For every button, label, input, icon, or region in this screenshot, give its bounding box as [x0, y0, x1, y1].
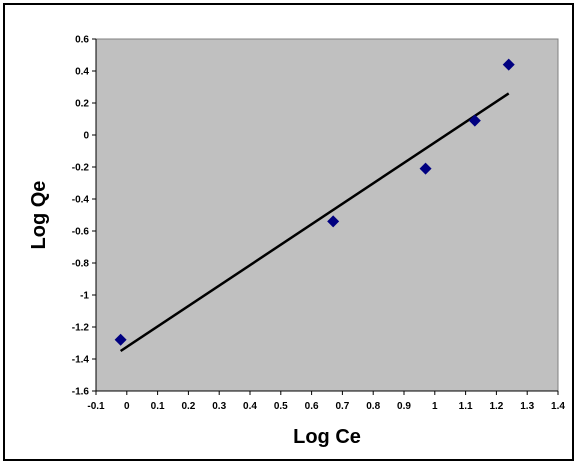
x-axis-title: Log Ce: [293, 426, 361, 448]
y-tick-label: -1.2: [72, 323, 90, 334]
y-tick-label: 0: [83, 131, 89, 142]
x-tick-label: 0.9: [397, 401, 411, 412]
x-tick-label: 1.4: [551, 401, 565, 412]
y-tick-label: -0.4: [72, 195, 90, 206]
x-tick-label: 0.2: [181, 401, 195, 412]
x-tick-label: 0.3: [212, 401, 226, 412]
data-point-diamond: [327, 215, 340, 228]
chart-frame: 0.6 0.4 0.2 0 -0.2 -0.4 -0.6 -0.8 -1 -1.2 -1.4 -1.6…: [3, 3, 574, 461]
data-points-group: [114, 58, 515, 346]
x-tick-label: 1.2: [489, 401, 503, 412]
y-tick-label: -0.8: [72, 259, 90, 270]
y-tick-label: 0.4: [75, 67, 89, 78]
chart-canvas: 0.6 0.4 0.2 0 -0.2 -0.4 -0.6 -0.8 -1 -1.2 -1.4 -1.6…: [28, 35, 565, 449]
y-tick-label: 0.2: [75, 99, 89, 110]
x-tick-label: 0.1: [151, 401, 165, 412]
trendline-group: [119, 92, 510, 353]
data-point-diamond: [419, 162, 432, 175]
trendline: [119, 92, 510, 353]
x-tick-label: 1: [432, 401, 438, 412]
x-tick-label: 0.7: [335, 401, 349, 412]
x-tick-label: 0.5: [274, 401, 288, 412]
x-tick-label: 0.8: [366, 401, 380, 412]
x-tick-label: 1.3: [520, 401, 534, 412]
x-tick-label: 0.6: [305, 401, 319, 412]
x-tick-label: 1.1: [459, 401, 473, 412]
x-tick-label: -0.1: [87, 401, 105, 412]
y-tick-label: -1.6: [72, 387, 90, 398]
x-tick-labels: -0.1 0 0.1 0.2 0.3 0.4 0.5 0.6 0.7 0.8 0.9 1 1.1 1.2 1…: [87, 391, 565, 412]
y-tick-label: -0.6: [72, 227, 90, 238]
data-point-diamond: [114, 333, 127, 346]
y-tick-label: -1: [80, 291, 89, 302]
y-axis-title: Log Qe: [28, 181, 50, 250]
y-tick-labels: 0.6 0.4 0.2 0 -0.2 -0.4 -0.6 -0.8 -1 -1.2 -1.4 -1.6: [72, 35, 96, 398]
y-tick-label: 0.6: [75, 35, 89, 46]
data-point-diamond: [502, 58, 515, 71]
x-tick-label: 0.4: [243, 401, 257, 412]
y-tick-label: -1.4: [72, 355, 90, 366]
x-tick-label: 0: [124, 401, 130, 412]
data-point-diamond: [468, 114, 481, 127]
y-tick-label: -0.2: [72, 163, 90, 174]
